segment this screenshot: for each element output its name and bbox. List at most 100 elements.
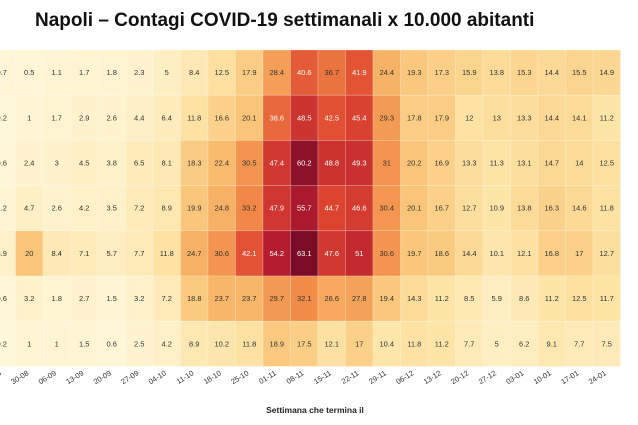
cell-value-label: 3.5 (107, 204, 117, 213)
cell-value-label: 30.6 (214, 249, 229, 258)
cell-value-label: 1.7 (52, 113, 62, 122)
heatmap-cell (537, 49, 566, 96)
heatmap-cell (235, 230, 264, 277)
cell-value-label: 41.9 (352, 68, 367, 77)
cell-value-label: 19.4 (379, 294, 394, 303)
cell-value-label: 3.8 (107, 159, 117, 168)
cell-value-label: 42.5 (324, 113, 339, 122)
cell-value-label: 18.9 (269, 339, 284, 348)
cell-value-label: 0.6 (0, 294, 7, 303)
heatmap-cell (317, 185, 346, 232)
cell-value-label: 16.6 (214, 113, 229, 122)
cell-value-label: 24.4 (379, 68, 394, 77)
cell-value-label: 11.8 (160, 249, 174, 258)
heatmap-cell (290, 140, 319, 186)
cell-value-label: 0.6 (107, 339, 117, 348)
cell-value-label: 4.5 (79, 159, 89, 168)
cell-value-label: 12.7 (462, 204, 477, 213)
cell-value-label: 18.6 (434, 249, 449, 258)
cell-value-label: 11.7 (600, 294, 614, 303)
cell-value-label: 8.9 (189, 339, 199, 348)
cell-value-label: 33.2 (242, 204, 257, 213)
cell-value-label: 7.1 (79, 249, 89, 258)
heatmap-cell (15, 275, 44, 322)
heatmap-cell (317, 94, 346, 141)
cell-value-label: 14 (575, 159, 583, 168)
heatmap-cell (455, 94, 484, 141)
heatmap-cell (510, 94, 539, 141)
cell-value-label: 8.6 (519, 294, 529, 303)
x-tick-label: 24-01 (587, 368, 608, 386)
cell-value-label: 11.2 (435, 294, 449, 303)
cell-value-label: 12.5 (572, 294, 587, 303)
heatmap-cell (317, 230, 346, 277)
cell-value-label: 48.8 (324, 159, 339, 168)
cell-value-label: 8.4 (52, 249, 62, 258)
cell-value-label: 18.8 (187, 294, 202, 303)
heatmap-cell (427, 230, 456, 277)
cell-value-label: 13.1 (517, 159, 532, 168)
cell-value-label: 15.3 (517, 68, 532, 77)
heatmap-cell (125, 49, 154, 96)
heatmap-cell (15, 320, 44, 367)
heatmap-cell (372, 140, 401, 186)
heatmap-cell (455, 320, 484, 367)
heatmap-cell (207, 320, 236, 367)
cell-value-label: 31 (383, 159, 391, 168)
cell-value-label: 16.7 (434, 204, 449, 213)
heatmap-cell (345, 140, 374, 186)
cell-value-label: 32.1 (297, 294, 312, 303)
heatmap-cell (510, 320, 539, 367)
x-tick-label: 13-09 (64, 368, 85, 386)
x-tick-label: 20-12 (449, 368, 470, 386)
cell-value-label: 7.7 (134, 249, 144, 258)
cell-value-label: 51 (355, 249, 363, 258)
heatmap-cell (290, 230, 319, 277)
x-tick-label: 20-09 (92, 368, 113, 386)
heatmap-cell (592, 320, 621, 367)
cell-value-label: 17.5 (297, 339, 312, 348)
heatmap-cell (372, 185, 401, 232)
heatmap-cell (15, 140, 44, 186)
x-tick-label: 29-11 (367, 368, 388, 386)
cell-value-label: 15.9 (462, 68, 477, 77)
cell-value-label: 19.7 (407, 249, 422, 258)
cell-value-label: 8.5 (464, 294, 474, 303)
cell-value-label: 20 (25, 249, 33, 258)
heatmap-cell (207, 185, 236, 232)
x-tick-label: 27-09 (119, 368, 140, 386)
cell-value-label: 30.4 (379, 204, 394, 213)
cell-value-label: 11.8 (187, 113, 201, 122)
cell-value-label: 2.6 (107, 113, 117, 122)
cell-value-label: 5 (495, 339, 499, 348)
cell-value-label: 1.5 (107, 294, 117, 303)
cell-value-label: 8.1 (162, 159, 172, 168)
x-axis-title: Settimana che termina il (266, 405, 364, 415)
cell-value-label: 2.4 (24, 159, 34, 168)
heatmap-cell (510, 49, 539, 96)
heatmap-cell (152, 185, 181, 232)
cell-value-label: 1.8 (107, 68, 117, 77)
heatmap-cell (97, 275, 126, 322)
heatmap-cell (510, 275, 539, 322)
cell-value-label: 47.4 (269, 159, 284, 168)
cell-value-label: 2.7 (79, 294, 89, 303)
heatmap-cell (290, 49, 319, 96)
cell-value-label: 18.3 (187, 159, 202, 168)
heatmap-cell (97, 230, 126, 277)
heatmap-cell (565, 140, 594, 186)
cell-value-label: 1 (27, 339, 31, 348)
cell-value-label: 47.6 (324, 249, 339, 258)
heatmap-cell (152, 94, 181, 141)
cell-value-label: 12.5 (214, 68, 229, 77)
heatmap-cell (372, 230, 401, 277)
heatmap-cell (317, 140, 346, 186)
x-tick-label: 11-10 (175, 368, 196, 386)
x-tick-label: 04-10 (147, 368, 168, 386)
heatmap-cell (152, 320, 181, 367)
cell-value-label: 14.1 (572, 113, 587, 122)
cell-value-label: 10.9 (489, 204, 504, 213)
cell-value-label: 44.7 (324, 204, 339, 213)
cell-value-label: 3.2 (24, 294, 34, 303)
heatmap-cell (180, 320, 209, 367)
